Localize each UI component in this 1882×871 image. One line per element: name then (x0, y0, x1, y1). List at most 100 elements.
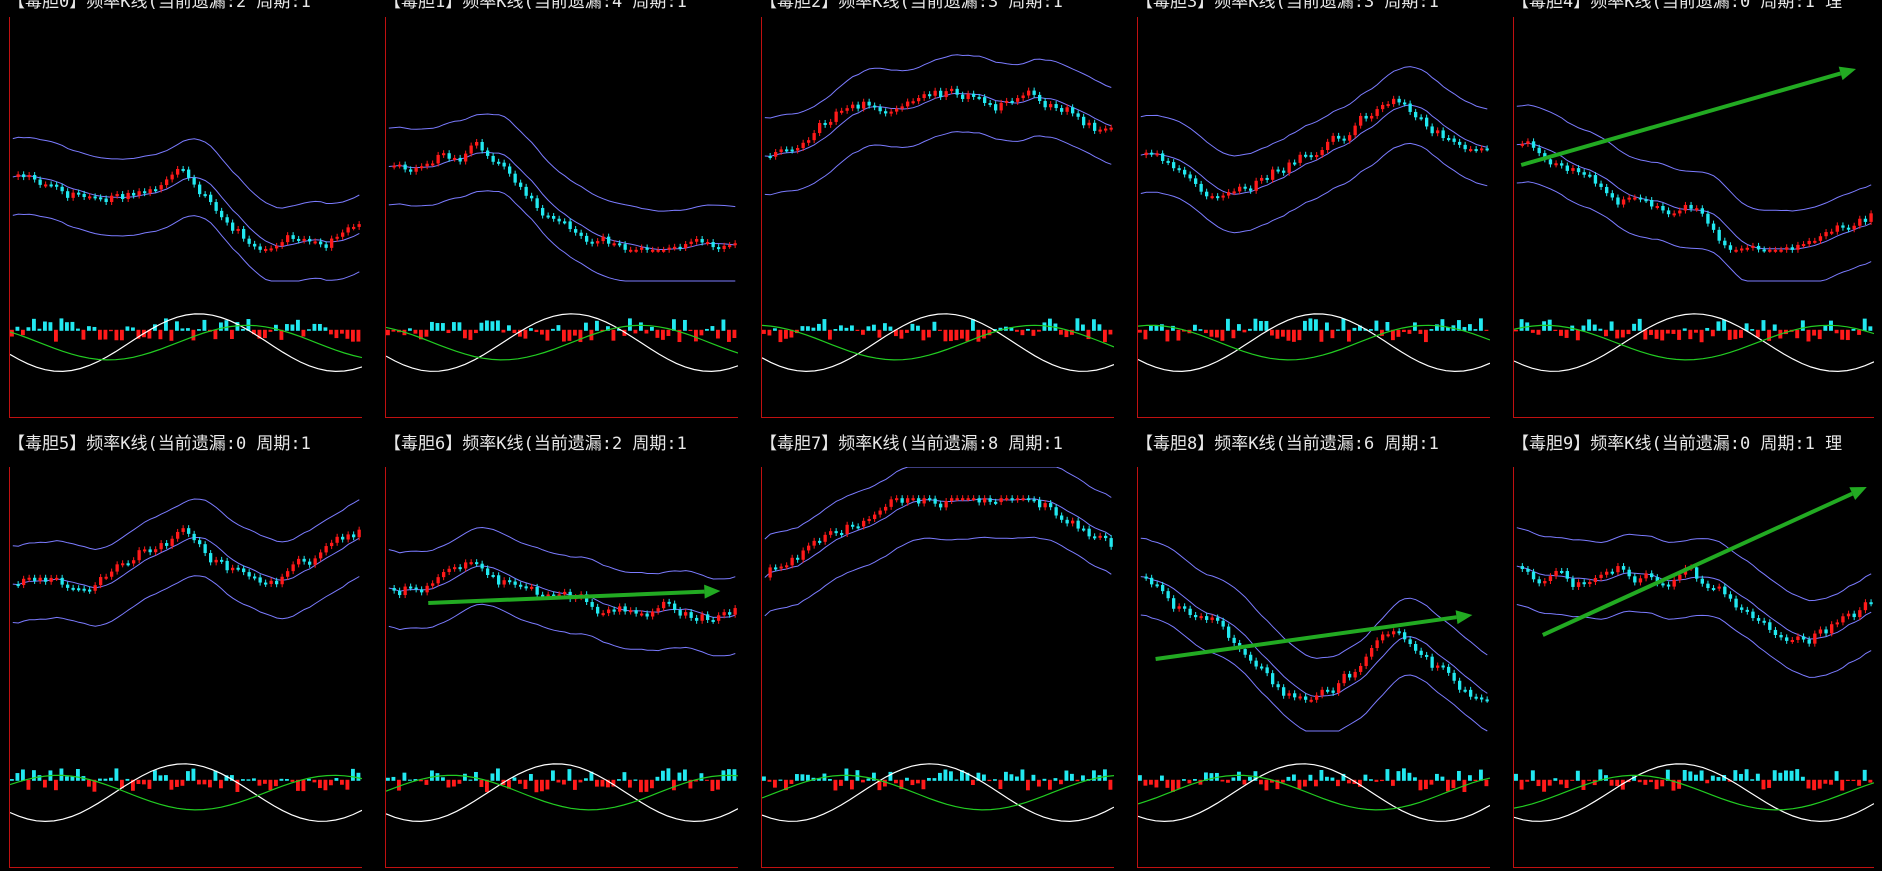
osc-bar (650, 779, 654, 789)
osc-bar (81, 329, 86, 340)
osc-bar (1042, 778, 1047, 781)
candle (1841, 225, 1845, 228)
candle (1745, 609, 1749, 612)
candle (928, 498, 932, 501)
candle (409, 169, 413, 172)
osc-bar (301, 329, 306, 337)
candle (1768, 622, 1772, 630)
candle (928, 94, 932, 97)
osc-bar (1784, 770, 1788, 781)
candle (629, 610, 633, 613)
candle (214, 202, 218, 211)
osc-bar (501, 329, 506, 333)
candle (1841, 616, 1845, 623)
osc-bar (279, 778, 284, 781)
candle (247, 238, 251, 244)
osc-bar (784, 779, 788, 791)
osc-bar (1369, 329, 1373, 331)
osc-bar (1286, 776, 1291, 781)
candle (1756, 618, 1761, 621)
osc-bar (584, 322, 588, 331)
osc-bar (1171, 325, 1175, 331)
osc-bar (1314, 779, 1318, 787)
osc-bar (1341, 773, 1346, 781)
candle (1254, 660, 1258, 667)
candle (944, 501, 948, 508)
candle (1818, 629, 1823, 634)
candle (198, 184, 202, 195)
osc-bar (230, 329, 234, 340)
candle (530, 195, 534, 199)
osc-bar (1564, 779, 1569, 789)
candle (1801, 636, 1806, 640)
osc-bar (1604, 329, 1608, 337)
candle (1043, 100, 1047, 108)
osc-bar (169, 329, 174, 341)
trend-arrow-line (428, 589, 705, 605)
osc-bar (1286, 329, 1291, 341)
osc-bar (556, 325, 561, 331)
candle (823, 534, 827, 542)
candle (1054, 104, 1058, 109)
candle (1824, 232, 1828, 237)
candle (49, 184, 53, 187)
osc-bar (1193, 324, 1197, 331)
kline-panel-1: 【毒胆1】频率K线(当前遗漏:4 周期:1 (376, 0, 752, 420)
candle (16, 584, 20, 587)
osc-bar (1699, 770, 1704, 781)
candle (906, 498, 910, 503)
candle (1155, 584, 1159, 587)
osc-bar (1705, 779, 1710, 784)
candle (768, 567, 772, 578)
candle (475, 562, 479, 565)
kline-panel-8: 【毒胆8】频率K线(当前遗漏:6 周期:1 (1128, 434, 1504, 871)
candle (148, 189, 152, 194)
osc-bar (230, 775, 234, 781)
osc-bar (463, 329, 467, 339)
candle (253, 243, 257, 247)
candle (264, 582, 268, 585)
candle (1161, 584, 1165, 592)
osc-bar (1857, 779, 1862, 786)
candle (297, 558, 301, 565)
candle (856, 104, 860, 109)
osc-bar (1767, 329, 1772, 341)
osc-bar (419, 329, 423, 340)
candle (1027, 90, 1031, 96)
osc-bar (556, 779, 561, 783)
candle (535, 198, 539, 208)
osc-bar (1237, 324, 1241, 331)
osc-bar (329, 779, 333, 786)
osc-bar (274, 324, 278, 331)
osc-bar (1733, 770, 1738, 781)
candle (983, 498, 987, 503)
osc-bar (905, 329, 909, 333)
osc-bar (1817, 779, 1822, 789)
osc-bar (10, 779, 14, 781)
osc-bar (131, 327, 135, 331)
osc-bar (844, 327, 849, 331)
candle (651, 249, 655, 252)
osc-bar (1042, 322, 1047, 331)
osc-bar (468, 779, 473, 781)
candle (71, 192, 75, 198)
kline-panel-5: 【毒胆5】频率K线(当前遗漏:0 周期:1 (0, 434, 376, 871)
osc-bar (954, 779, 959, 781)
band-mid-line (388, 151, 736, 250)
osc-bar (1259, 779, 1263, 785)
candle (1807, 240, 1811, 245)
osc-bar (1297, 779, 1302, 790)
candle (1403, 102, 1407, 105)
candle (1027, 498, 1031, 501)
osc-bar (567, 769, 572, 781)
chart-frame (1137, 17, 1490, 418)
band-lower-line (388, 603, 736, 657)
osc-bar (408, 328, 412, 331)
candle (994, 104, 998, 111)
candle (884, 506, 888, 511)
candle (651, 611, 655, 617)
osc-bar (1374, 320, 1379, 331)
osc-fast-line (386, 313, 738, 373)
osc-bar (1682, 769, 1687, 781)
candle (1463, 689, 1467, 692)
